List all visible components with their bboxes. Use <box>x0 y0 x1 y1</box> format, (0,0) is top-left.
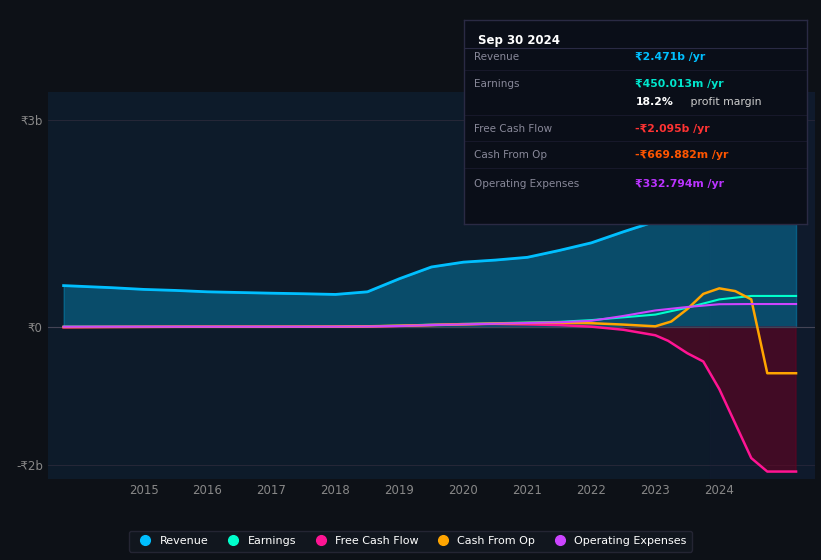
Text: ₹332.794m /yr: ₹332.794m /yr <box>635 179 724 189</box>
Text: ₹2.471b /yr: ₹2.471b /yr <box>635 52 706 62</box>
Text: -₹2.095b /yr: -₹2.095b /yr <box>635 124 710 134</box>
Bar <box>709 92 815 479</box>
Text: Cash From Op: Cash From Op <box>475 151 547 160</box>
Text: -₹669.882m /yr: -₹669.882m /yr <box>635 151 729 160</box>
Text: Revenue: Revenue <box>475 52 520 62</box>
Text: 18.2%: 18.2% <box>635 97 673 108</box>
Legend: Revenue, Earnings, Free Cash Flow, Cash From Op, Operating Expenses: Revenue, Earnings, Free Cash Flow, Cash … <box>129 530 692 552</box>
Text: Operating Expenses: Operating Expenses <box>475 179 580 189</box>
Text: Free Cash Flow: Free Cash Flow <box>475 124 553 134</box>
Text: ₹450.013m /yr: ₹450.013m /yr <box>635 79 724 89</box>
Text: Earnings: Earnings <box>475 79 520 89</box>
Text: profit margin: profit margin <box>687 97 761 108</box>
Text: Sep 30 2024: Sep 30 2024 <box>478 34 560 47</box>
